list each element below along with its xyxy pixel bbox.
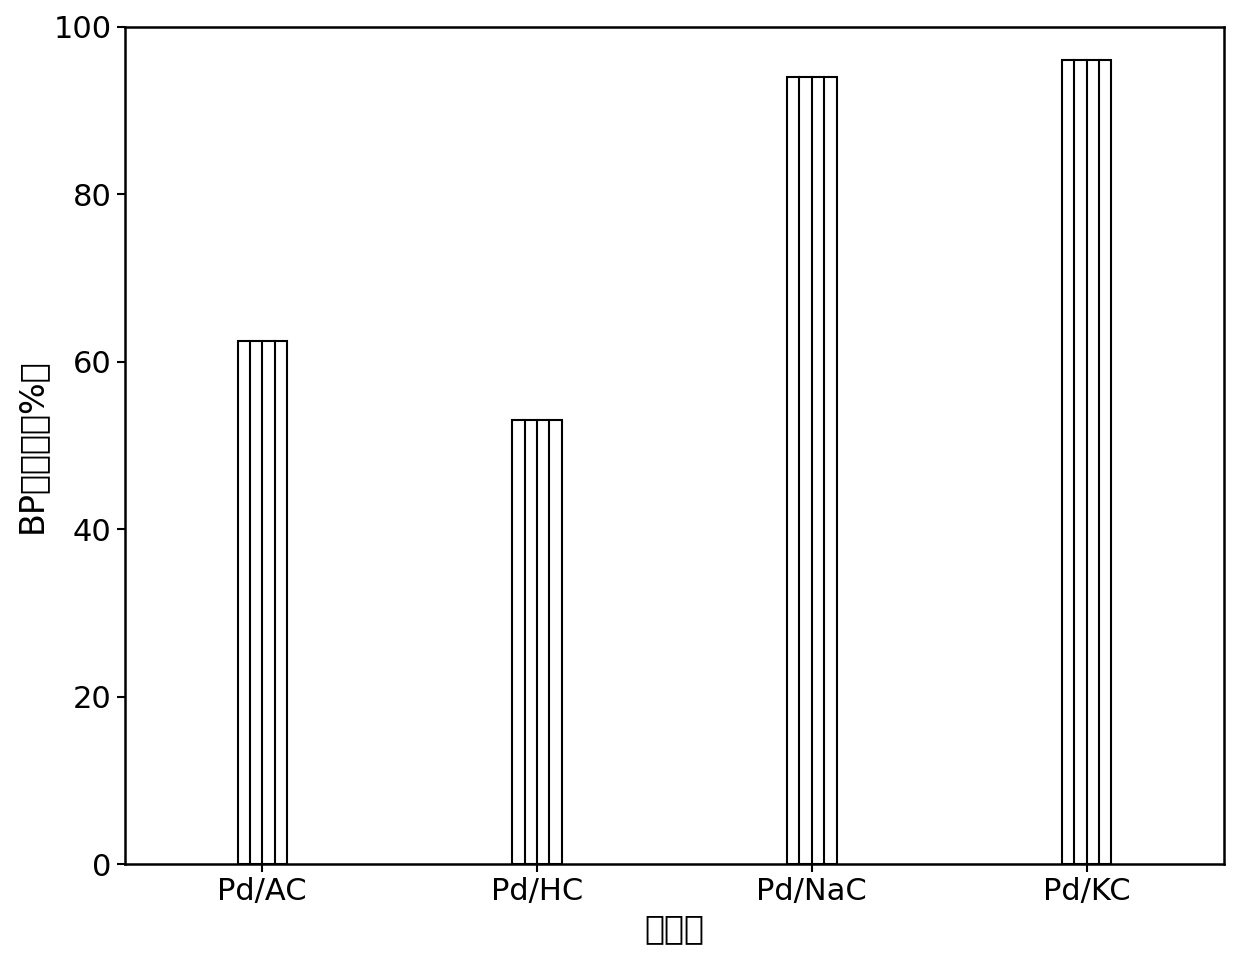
Bar: [1062, 60, 1111, 864]
Bar: [787, 77, 836, 864]
Y-axis label: BP选择性（%）: BP选择性（%）: [15, 358, 48, 533]
Bar: [512, 420, 561, 864]
Bar: [238, 341, 287, 864]
X-axis label: 偶化剂: 偶化剂: [644, 912, 705, 945]
